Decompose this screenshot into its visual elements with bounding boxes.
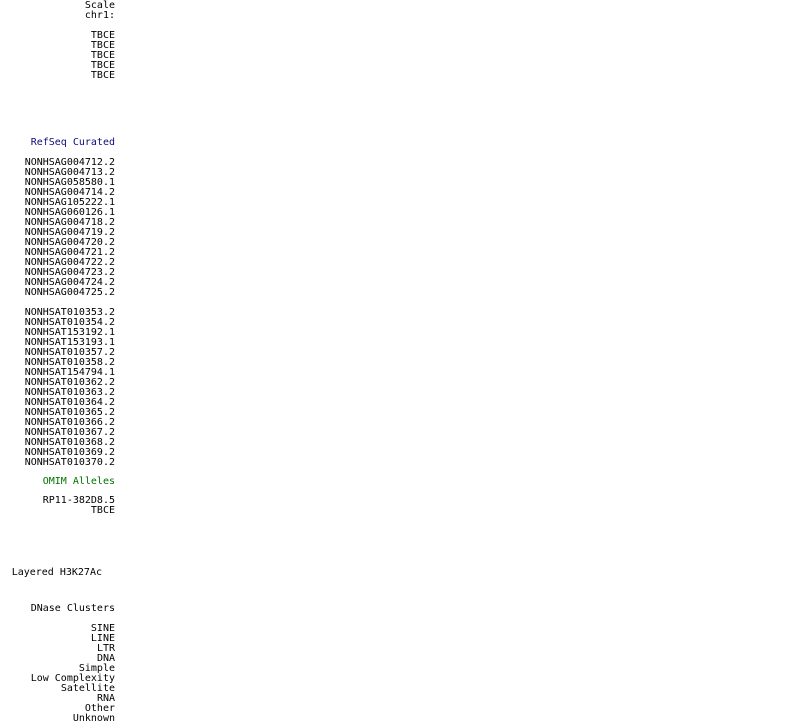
noncode-gene-label[interactable]: NONHSAG004721.2 xyxy=(24,247,115,258)
noncode-transcript-label[interactable]: NONHSAT010354.2 xyxy=(24,317,115,328)
repeat-class-label: DNA xyxy=(96,653,115,664)
repeat-class-label: Unknown xyxy=(72,713,115,724)
refseq-item-label[interactable]: TBCE xyxy=(90,50,115,61)
refseq-item-label-noncoding[interactable]: TBCE xyxy=(90,60,115,71)
noncode-gene-label[interactable]: NONHSAG004725.2 xyxy=(24,287,115,298)
position-label: chr1: xyxy=(84,10,115,21)
ruler-labels: Scale chr1: xyxy=(0,1,115,21)
noncode-transcript-label[interactable]: NONHSAT010353.2 xyxy=(24,307,115,318)
noncode-gene-label[interactable]: NONHSAG004719.2 xyxy=(24,227,115,238)
gene-item-labels: RP11-382D8.5 TBCE xyxy=(0,496,115,516)
repeat-class-label: Simple xyxy=(78,663,115,674)
noncode-gene-label[interactable]: NONHSAG004722.2 xyxy=(24,257,115,268)
noncode-gene-label[interactable]: NONHSAG004720.2 xyxy=(24,237,115,248)
repeat-class-label: LINE xyxy=(90,633,115,644)
repeat-class-label: Satellite xyxy=(60,683,115,694)
noncode-gene-labels: NONHSAG004712.2 NONHSAG004713.2 NONHSAG0… xyxy=(0,158,115,298)
repeat-class-label: RNA xyxy=(96,693,115,704)
track-label-layered-h3k27ac[interactable]: Layered H3K27Ac xyxy=(11,567,102,578)
repeatmasker-class-labels: SINE LINE LTR DNA Simple Low Complexity … xyxy=(0,624,115,724)
refseq-item-label[interactable]: TBCE xyxy=(90,40,115,51)
noncode-transcript-label[interactable]: NONHSAT010367.2 xyxy=(24,427,115,438)
repeat-class-label: LTR xyxy=(96,643,115,654)
noncode-gene-label[interactable]: NONHSAG004712.2 xyxy=(24,157,115,168)
noncode-gene-label[interactable]: NONHSAG004724.2 xyxy=(24,277,115,288)
noncode-transcript-label[interactable]: NONHSAT010364.2 xyxy=(24,397,115,408)
noncode-transcript-label[interactable]: NONHSAT010362.2 xyxy=(24,377,115,388)
noncode-gene-label[interactable]: NONHSAG004723.2 xyxy=(24,267,115,278)
noncode-gene-label[interactable]: NONHSAG004713.2 xyxy=(24,167,115,178)
repeat-class-label: SINE xyxy=(90,623,115,634)
track-label-omim-alleles[interactable]: OMIM Alleles xyxy=(42,476,115,487)
noncode-gene-label[interactable]: NONHSAG004718.2 xyxy=(24,217,115,228)
gene-label-coding[interactable]: TBCE xyxy=(90,505,115,516)
refseq-item-label-noncoding[interactable]: TBCE xyxy=(90,70,115,81)
repeat-class-label: Other xyxy=(84,703,115,714)
noncode-gene-label[interactable]: NONHSAG004714.2 xyxy=(24,187,115,198)
track-label-dnase-clusters[interactable]: DNase Clusters xyxy=(30,603,115,614)
noncode-transcript-label[interactable]: NONHSAT010357.2 xyxy=(24,347,115,358)
gene-label-noncoding[interactable]: RP11-382D8.5 xyxy=(42,495,115,506)
noncode-transcript-label[interactable]: NONHSAT010363.2 xyxy=(24,387,115,398)
noncode-transcript-label[interactable]: NONHSAT010369.2 xyxy=(24,447,115,458)
noncode-gene-label[interactable]: NONHSAG060126.1 xyxy=(24,207,115,218)
noncode-transcript-label[interactable]: NONHSAT010368.2 xyxy=(24,437,115,448)
noncode-transcript-label[interactable]: NONHSAT154794.1 xyxy=(24,367,115,378)
noncode-gene-label[interactable]: NONHSAG105222.1 xyxy=(24,197,115,208)
noncode-transcript-label[interactable]: NONHSAT010358.2 xyxy=(24,357,115,368)
scale-label: Scale xyxy=(84,0,115,11)
refseq-item-labels: TBCE TBCE TBCE TBCE TBCE xyxy=(0,31,115,81)
refseq-item-label[interactable]: TBCE xyxy=(90,30,115,41)
noncode-transcript-label[interactable]: NONHSAT010365.2 xyxy=(24,407,115,418)
noncode-gene-label[interactable]: NONHSAG058580.1 xyxy=(24,177,115,188)
repeat-class-label: Low Complexity xyxy=(30,673,115,684)
noncode-transcript-label[interactable]: NONHSAT153192.1 xyxy=(24,327,115,338)
noncode-transcript-labels: NONHSAT010353.2 NONHSAT010354.2 NONHSAT1… xyxy=(0,308,115,468)
noncode-transcript-label[interactable]: NONHSAT010366.2 xyxy=(24,417,115,428)
noncode-transcript-label[interactable]: NONHSAT153193.1 xyxy=(24,337,115,348)
noncode-transcript-label[interactable]: NONHSAT010370.2 xyxy=(24,457,115,468)
track-label-refseq-curated[interactable]: RefSeq Curated xyxy=(30,137,115,148)
